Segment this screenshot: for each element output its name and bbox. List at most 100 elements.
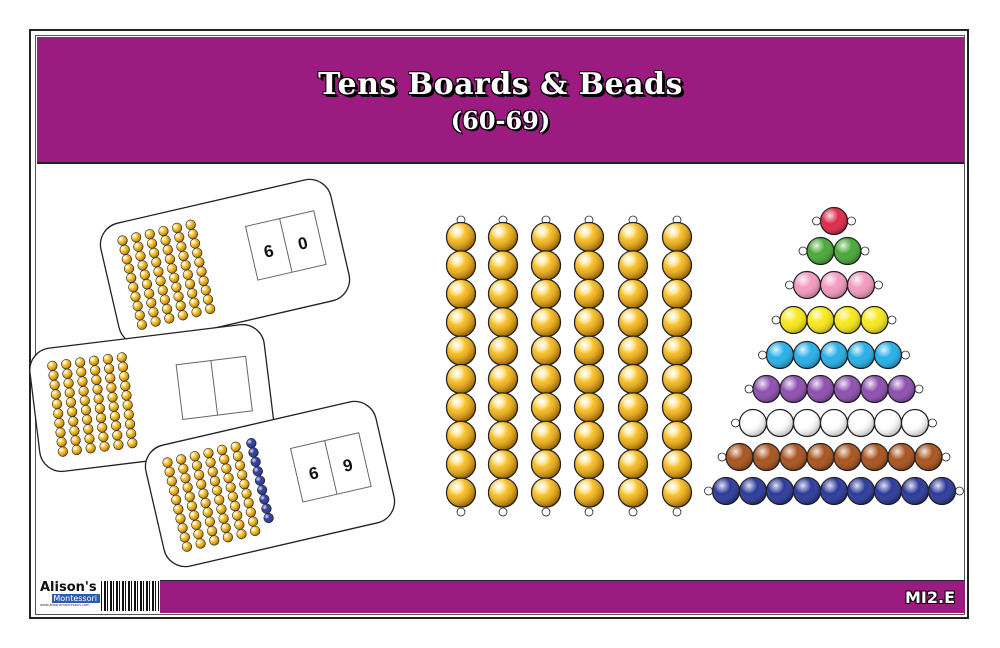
colored-bead-shine [807, 375, 834, 403]
gold-bead-shine [488, 392, 518, 422]
colored-bead-shine [793, 341, 821, 369]
gold-bead-shine [488, 307, 518, 337]
small-gold-bead-shine [207, 466, 218, 477]
stair-bar-1 [812, 206, 856, 236]
small-gold-bead-shine [142, 279, 152, 289]
small-gold-bead-shine [125, 419, 135, 429]
colored-bead-shine [928, 477, 956, 505]
small-gold-bead-shine [83, 424, 94, 434]
ten-bead-bars [445, 215, 693, 517]
colored-bead-shine [861, 443, 888, 471]
small-gold-bead-shine [185, 219, 196, 230]
small-gold-bead-shine [180, 260, 191, 271]
wire-loop-icon [672, 507, 682, 517]
gold-bead-shine [531, 392, 561, 422]
colored-bead-shine [834, 306, 861, 334]
small-gold-bead-shine [137, 319, 147, 330]
gold-bead-shine [488, 478, 518, 508]
small-gold-bead-shine [56, 437, 67, 447]
small-gold-bead-shine [169, 273, 180, 283]
small-gold-bead-shine [235, 460, 245, 471]
stair-bar-4 [771, 305, 897, 335]
colored-bead-shine [712, 477, 740, 505]
wire-loop-icon [785, 280, 794, 290]
gold-bead-shine [446, 222, 476, 252]
ten-bar [573, 215, 605, 517]
small-gold-bead-shine [78, 386, 89, 396]
small-gold-bead-shine [223, 532, 233, 543]
small-gold-bead-shine [193, 529, 204, 539]
colored-bead-shine [793, 271, 821, 299]
small-gold-bead-shine [237, 470, 248, 480]
wire-loop-icon [584, 507, 594, 517]
stair-bar-7 [731, 408, 937, 438]
small-gold-bead-shine [218, 513, 229, 524]
wire-loop-icon [771, 315, 781, 325]
small-gold-bead-shine [230, 501, 240, 511]
small-gold-bead-shine [96, 413, 106, 423]
barcode [101, 581, 159, 611]
small-gold-bead-shine [200, 498, 211, 508]
page-title: Tens Boards & Beads [318, 67, 683, 102]
ten-bar [530, 215, 562, 517]
small-gold-bead-shine [135, 310, 145, 321]
colored-bead-shine [726, 443, 753, 471]
small-gold-bead-shine [194, 257, 205, 267]
stair-bar-6 [744, 374, 924, 404]
wire-loop-icon [704, 486, 713, 496]
wire-loop-icon [860, 246, 870, 256]
colored-bead-shine [820, 341, 848, 369]
gold-bead-shine [574, 364, 604, 394]
gold-bead-shine [618, 421, 648, 451]
small-gold-bead-shine [132, 301, 143, 311]
small-gold-bead-shine [169, 485, 179, 496]
small-gold-bead-shine [175, 513, 186, 524]
gold-bead-shine [574, 222, 604, 252]
small-gold-bead-shine [49, 380, 60, 390]
small-gold-bead-shine [119, 371, 129, 382]
wire-loop-icon [941, 452, 951, 462]
colored-bead-shine [780, 306, 807, 334]
colored-bead-shine [834, 443, 861, 471]
card-digit: 6 [262, 241, 276, 262]
small-gold-bead-shine [203, 448, 214, 458]
outer-border [29, 29, 969, 619]
small-gold-bead-shine [173, 504, 184, 515]
small-gold-bead-shine [124, 263, 134, 274]
colored-bead-shine [820, 207, 848, 235]
unit-bead-shine [253, 466, 263, 477]
small-gold-bead-shine [135, 251, 146, 261]
small-gold-bead-shine [192, 460, 202, 471]
small-gold-bead-shine [205, 304, 215, 314]
small-gold-bead-shine [176, 241, 187, 252]
wire-loop-icon [812, 216, 821, 226]
colored-bead-shine [807, 306, 834, 334]
small-gold-bead-shine [67, 407, 77, 417]
colored-bead-shine [820, 271, 848, 299]
small-gold-bead-shine [171, 495, 181, 505]
gold-bead-shine [574, 250, 604, 280]
colored-bead-shine [888, 443, 915, 471]
small-gold-bead-shine [185, 279, 195, 289]
small-gold-bead-shine [90, 365, 101, 376]
small-gold-bead-shine [162, 244, 173, 255]
gold-bead-shine [531, 336, 561, 366]
wire-loop-icon [955, 486, 964, 496]
card-digit: 6 [307, 463, 321, 484]
small-gold-bead-shine [119, 245, 130, 255]
small-gold-bead-shine [173, 291, 184, 302]
colored-bead-shine [888, 375, 915, 403]
gold-bead-shine [446, 279, 476, 309]
gold-bead-shine [446, 392, 476, 422]
wire-loop-icon [874, 280, 883, 290]
gold-bead-shine [618, 307, 648, 337]
gold-bead-shine [531, 279, 561, 309]
small-gold-bead-shine [111, 420, 121, 431]
gold-bead-shine [446, 364, 476, 394]
footer-bar: MI2.E [160, 580, 965, 613]
colored-bead-shine [766, 477, 794, 505]
gold-bead-shine [574, 336, 604, 366]
gold-bead-shine [531, 250, 561, 280]
gold-bead-shine [574, 449, 604, 479]
ten-bar [617, 215, 649, 517]
